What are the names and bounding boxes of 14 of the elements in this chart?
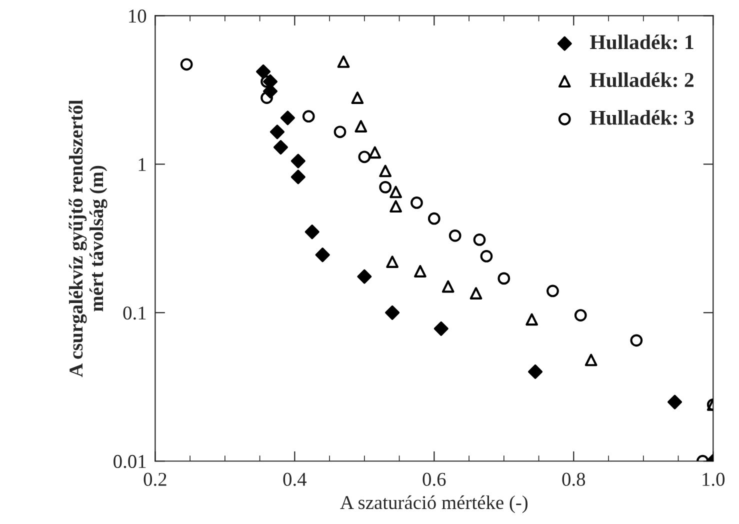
x-tick-label: 0.4 [283, 472, 307, 486]
x-axis-title: A szaturáció mértéke (-) [340, 495, 528, 514]
x-tick-label: 0.8 [562, 472, 586, 486]
x-tick-label: 1.0 [702, 472, 725, 486]
x-tick-label: 0.2 [144, 472, 166, 486]
y-tick-label: 0.01 [114, 454, 146, 468]
y-axis-title: A csurgalékvíz gyűjtő rendszertől mért távolság (m) [68, 100, 108, 378]
y-tick-label: 1 [138, 158, 146, 171]
legend-label: Hulladék: 1 [590, 34, 694, 50]
y-tick-label: 10 [129, 10, 146, 23]
y-tick-label: 0.1 [123, 306, 146, 320]
legend-label: Hulladék: 2 [590, 72, 694, 88]
x-tick-label: 0.6 [422, 472, 446, 486]
legend-label: Hulladék: 3 [590, 110, 694, 125]
